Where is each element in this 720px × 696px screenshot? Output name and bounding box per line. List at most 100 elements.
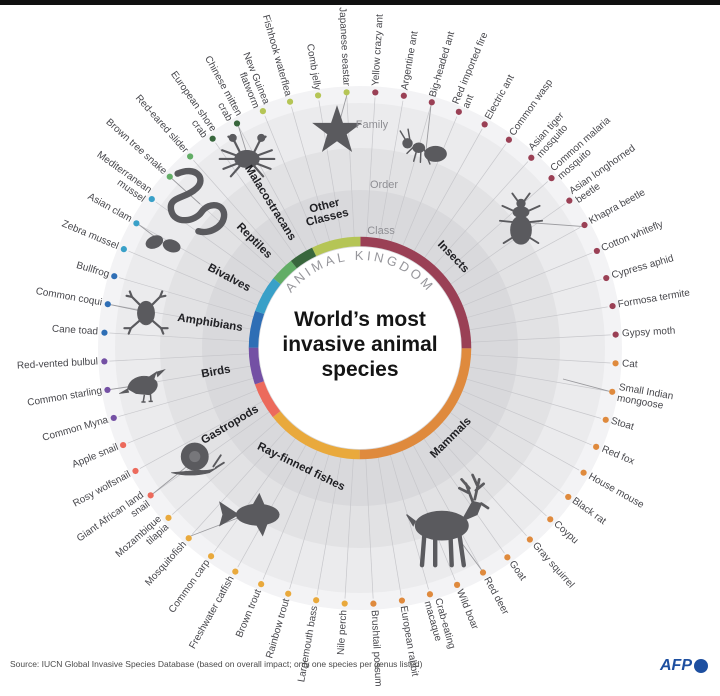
species-dot [609, 388, 616, 395]
icon-leader-line [238, 125, 248, 155]
species-dot [548, 175, 555, 182]
species-dot [453, 581, 461, 588]
tree-line [262, 449, 318, 580]
tree-line [154, 411, 271, 493]
species-dot [147, 492, 154, 499]
species-dot [398, 597, 406, 604]
tree-line [109, 353, 251, 362]
tree-line [215, 142, 297, 259]
class-arc-mammals [359, 348, 472, 460]
species-dot [426, 591, 434, 598]
class-arc-bivalves [255, 278, 281, 315]
species-dot [370, 600, 377, 607]
species-dot [481, 121, 488, 128]
species-dot [133, 220, 140, 227]
tree-line [465, 279, 602, 319]
tree-line [316, 456, 342, 596]
tree-line [366, 97, 376, 239]
tree-line [461, 252, 593, 307]
species-dot [547, 516, 554, 523]
species-dot [603, 274, 610, 282]
class-color-ring [248, 236, 472, 460]
tree-line [109, 332, 251, 342]
tree-line [468, 366, 608, 392]
species-dot [148, 195, 155, 203]
tree-line [365, 457, 374, 599]
species-dot [285, 590, 292, 597]
species-dot [372, 89, 379, 96]
tree-line [139, 400, 264, 469]
tree-line [128, 250, 259, 306]
class-arc-insects [360, 236, 472, 349]
tree-line [455, 401, 580, 471]
tree-line [469, 334, 611, 343]
tree-line [289, 453, 330, 590]
species-dot [593, 247, 600, 255]
species-dot [400, 92, 407, 99]
species-dot [581, 221, 588, 229]
species-dot [528, 154, 535, 161]
tree-line [127, 389, 259, 444]
species-dot [341, 600, 348, 607]
species-dot [101, 329, 108, 336]
species-dot [101, 358, 108, 365]
tree-lines [109, 97, 611, 599]
species-dot [504, 554, 511, 561]
tree-line [423, 437, 505, 554]
tree-line [346, 97, 355, 239]
class-arc-amphibians [248, 310, 265, 348]
species-dot [258, 581, 265, 588]
class-arc-gastropods [254, 381, 281, 418]
species-dot [233, 120, 241, 127]
tree-line [118, 377, 255, 417]
tree-line [412, 444, 481, 569]
tree-line [390, 106, 431, 243]
icon-leader-line [562, 378, 610, 392]
tree-line [413, 128, 483, 253]
source-note: Source: IUCN Global Invasive Species Dat… [10, 659, 423, 669]
species-dot [110, 414, 117, 422]
tree-line [402, 116, 458, 247]
species-dot [187, 153, 194, 160]
tree-line [377, 456, 402, 596]
species-dot [566, 197, 573, 204]
tree-line [112, 304, 252, 330]
class-arc-birds [248, 347, 264, 385]
species-dot [565, 493, 572, 501]
species-dot [120, 246, 127, 253]
species-dot [612, 360, 619, 367]
species-dot [120, 441, 127, 449]
tree-line [193, 159, 288, 266]
class-arc-other-classes [312, 236, 361, 257]
tree-line [291, 106, 331, 243]
center-circle [259, 247, 461, 449]
species-dot [612, 331, 619, 338]
afp-logo-circle-icon [694, 659, 708, 673]
species-dot [526, 536, 533, 543]
tree-line [378, 100, 404, 240]
species-dot [593, 443, 600, 450]
species-dot [207, 553, 215, 560]
tree-line [461, 390, 592, 446]
species-dot [132, 467, 139, 475]
species-dot [165, 514, 172, 521]
species-dot [343, 89, 350, 96]
tree-line [423, 143, 507, 259]
species-dot [428, 99, 435, 106]
class-arc-malacostracans [290, 247, 317, 269]
tree-line [171, 420, 278, 515]
tree-line [237, 443, 307, 568]
tree-line [118, 277, 255, 318]
species-dots [101, 89, 619, 607]
tree-line [239, 127, 308, 252]
species-dot [455, 108, 462, 115]
tree-line [442, 181, 549, 276]
top-border-bar [0, 0, 720, 5]
tree-line [344, 457, 354, 599]
species-dot [259, 108, 267, 115]
species-dot [609, 302, 616, 310]
tree-line [433, 161, 529, 267]
species-dot [166, 173, 173, 180]
species-dot [185, 535, 192, 542]
